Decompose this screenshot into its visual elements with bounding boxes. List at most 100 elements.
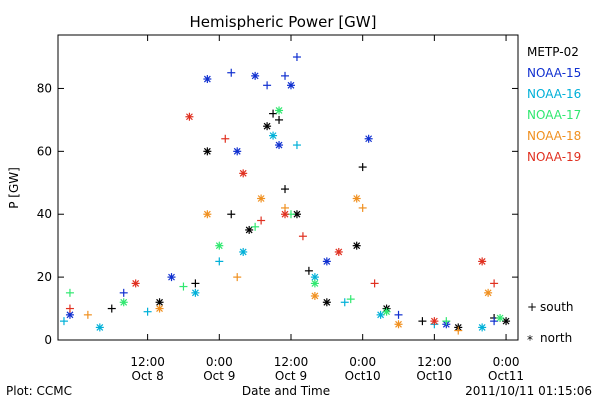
data-point <box>454 326 463 335</box>
data-point <box>155 304 164 313</box>
data-point <box>442 317 451 326</box>
data-point <box>418 317 427 326</box>
x-tick-date-label: Oct 9 <box>275 369 307 383</box>
data-point <box>496 313 505 322</box>
legend-item: NOAA-16 <box>527 87 581 101</box>
data-point <box>203 210 212 219</box>
data-point <box>119 298 128 307</box>
data-point <box>484 288 493 297</box>
data-point <box>263 81 272 90</box>
data-point <box>179 282 188 291</box>
data-point <box>167 273 176 282</box>
x-tick-time-label: 0:00 <box>493 355 520 369</box>
y-tick-label: 60 <box>37 144 52 158</box>
data-point <box>394 320 403 329</box>
footer-timestamp: 2011/10/11 01:15:06 <box>465 384 592 398</box>
data-point <box>203 147 212 156</box>
data-point <box>286 81 295 90</box>
legend-item: NOAA-18 <box>527 129 581 143</box>
footer-plot-credit: Plot: CCMC <box>6 384 72 398</box>
marker-key-north-label: north <box>540 331 572 345</box>
marker-key-south-label: south <box>540 300 574 314</box>
legend-item: NOAA-17 <box>527 108 581 122</box>
data-point <box>107 304 116 313</box>
chart-title: Hemispheric Power [GW] <box>190 13 377 31</box>
y-tick-label: 0 <box>44 333 52 347</box>
marker-key-south-symbol: + <box>527 300 537 314</box>
data-point <box>257 216 266 225</box>
data-point <box>269 109 278 118</box>
data-point <box>215 241 224 250</box>
data-point <box>322 257 331 266</box>
legend: METP-02 NOAA-15 NOAA-16 NOAA-17 NOAA-18 NOAA-… <box>527 45 581 164</box>
data-point <box>227 210 236 219</box>
x-tick-date-label: Oct 8 <box>132 369 164 383</box>
y-axis: 0 20 40 60 80 <box>37 81 518 347</box>
data-point <box>352 194 361 203</box>
data-point <box>191 288 200 297</box>
data-point <box>257 194 266 203</box>
data-point <box>65 304 74 313</box>
data-point <box>292 141 301 150</box>
data-points <box>59 53 511 335</box>
footer-x-axis-label: Date and Time <box>242 384 330 398</box>
y-tick-label: 40 <box>37 207 52 221</box>
data-point <box>275 115 284 124</box>
data-point <box>292 53 301 62</box>
legend-item: NOAA-15 <box>527 66 581 80</box>
plot-border <box>57 34 519 341</box>
data-point <box>298 232 307 241</box>
data-point <box>292 210 301 219</box>
data-point <box>340 298 349 307</box>
data-point <box>245 225 254 234</box>
data-point <box>478 257 487 266</box>
data-point <box>233 273 242 282</box>
data-point <box>239 169 248 178</box>
data-point <box>227 68 236 77</box>
data-point <box>334 247 343 256</box>
x-tick-time-label: 12:00 <box>274 355 309 369</box>
data-point <box>251 71 260 80</box>
data-point <box>281 210 290 219</box>
data-point <box>322 298 331 307</box>
data-point <box>65 288 74 297</box>
data-point <box>281 185 290 194</box>
data-point <box>502 317 511 326</box>
x-tick-date-label: Oct 9 <box>203 369 235 383</box>
data-point <box>215 257 224 266</box>
y-tick-label: 80 <box>37 81 52 95</box>
data-point <box>346 295 355 304</box>
data-point <box>370 279 379 288</box>
data-point <box>203 75 212 84</box>
data-point <box>358 163 367 172</box>
data-point <box>490 317 499 326</box>
data-point <box>310 279 319 288</box>
x-tick-time-label: 12:00 <box>417 355 452 369</box>
legend-item: NOAA-19 <box>527 150 581 164</box>
data-point <box>376 310 385 319</box>
marker-key-north-symbol: * <box>527 333 533 347</box>
data-point <box>263 122 272 131</box>
data-point <box>430 317 439 326</box>
data-point <box>310 291 319 300</box>
data-point <box>275 141 284 150</box>
y-tick-label: 20 <box>37 270 52 284</box>
data-point <box>251 222 260 231</box>
x-tick-time-label: 0:00 <box>206 355 233 369</box>
data-point <box>221 134 230 143</box>
data-point <box>143 307 152 316</box>
data-point <box>155 298 164 307</box>
data-point <box>478 323 487 332</box>
x-tick-date-label: Oct11 <box>488 369 524 383</box>
x-tick-time-label: 12:00 <box>130 355 165 369</box>
data-point <box>490 279 499 288</box>
data-point <box>304 266 313 275</box>
data-point <box>131 279 140 288</box>
data-point <box>95 323 104 332</box>
data-point <box>59 317 68 326</box>
data-point <box>281 71 290 80</box>
data-point <box>239 247 248 256</box>
data-point <box>358 203 367 212</box>
data-point <box>275 106 284 115</box>
